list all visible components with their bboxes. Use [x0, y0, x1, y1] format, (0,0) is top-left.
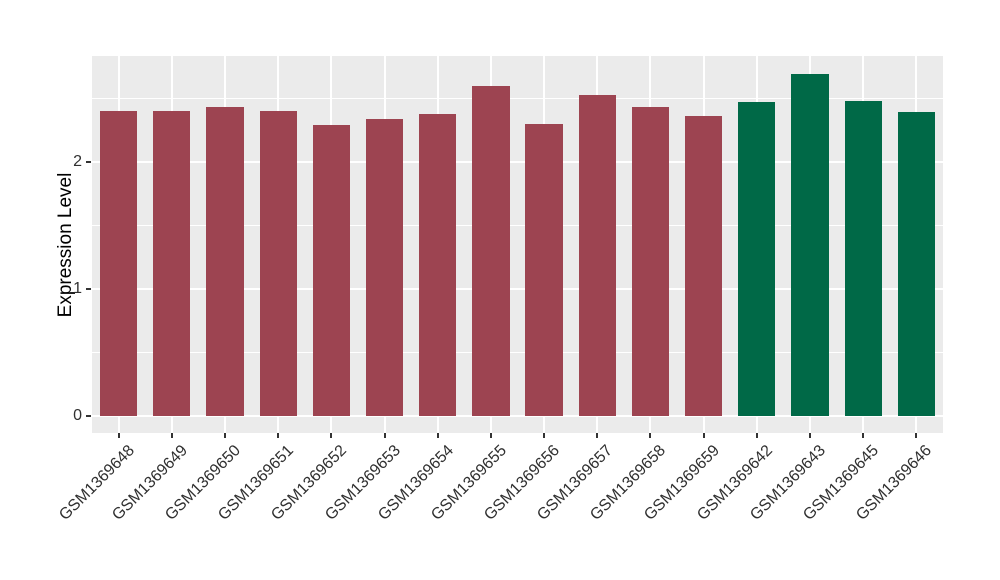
x-tick-mark	[649, 433, 652, 438]
bar	[259, 111, 297, 416]
x-tick-mark	[117, 433, 120, 438]
bar	[631, 107, 670, 416]
bar	[578, 94, 616, 416]
major-gridline-h	[92, 161, 943, 163]
x-tick-mark	[915, 433, 918, 438]
bar	[791, 74, 829, 416]
x-tick-mark	[543, 433, 546, 438]
bar	[153, 111, 191, 416]
major-gridline-h	[92, 288, 943, 290]
x-tick-mark	[436, 433, 439, 438]
x-tick-mark	[755, 433, 758, 438]
x-tick-mark	[330, 433, 333, 438]
y-tick-label: 2	[73, 153, 82, 170]
x-tick-mark	[383, 433, 386, 438]
bar	[897, 112, 935, 416]
minor-gridline-h	[92, 225, 943, 226]
bar	[206, 107, 244, 416]
y-tick-label: 0	[73, 407, 82, 424]
bar	[472, 85, 510, 416]
plot-panel	[92, 56, 943, 433]
y-tick-mark	[86, 161, 91, 163]
y-tick-label: 1	[73, 280, 82, 297]
x-tick-mark	[489, 433, 492, 438]
bar	[99, 111, 138, 416]
minor-gridline-h	[92, 352, 943, 353]
bar	[419, 113, 457, 416]
bar	[312, 125, 350, 416]
x-tick-mark	[702, 433, 705, 438]
bar	[738, 102, 776, 416]
x-tick-mark	[223, 433, 226, 438]
y-tick-mark	[86, 415, 91, 417]
bar	[685, 116, 723, 416]
bar	[844, 101, 882, 416]
bar	[365, 118, 404, 416]
bar	[525, 123, 563, 416]
y-tick-mark	[86, 288, 91, 290]
x-tick-mark	[596, 433, 599, 438]
major-gridline-h	[92, 415, 943, 417]
x-tick-mark	[170, 433, 173, 438]
minor-gridline-h	[92, 98, 943, 99]
x-tick-mark	[862, 433, 865, 438]
x-tick-mark	[809, 433, 812, 438]
x-tick-mark	[277, 433, 280, 438]
